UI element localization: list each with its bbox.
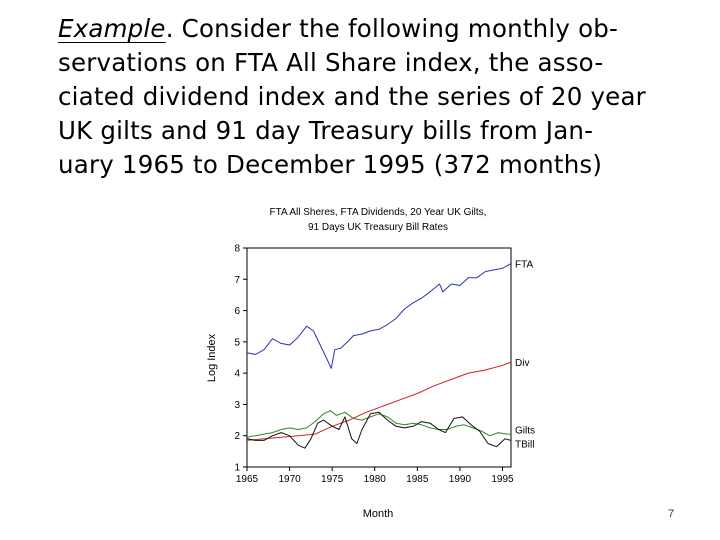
y-axis: 1 2 3 4 5 6 7 8 bbox=[234, 244, 247, 474]
page-number: 7 bbox=[668, 508, 675, 520]
series-labels: FTA Div Gilts TBill bbox=[515, 260, 535, 451]
plot-frame bbox=[246, 247, 512, 468]
y-tick-label: 2 bbox=[234, 431, 240, 442]
x-tick-label: 1975 bbox=[321, 474, 344, 485]
x-tick-label: 1985 bbox=[406, 474, 429, 485]
y-tick-label: 8 bbox=[234, 244, 240, 255]
y-tick-label: 7 bbox=[234, 275, 240, 286]
series-line-div bbox=[246, 361, 512, 441]
intro-line-5: uary 1965 to December 1995 (372 months) bbox=[58, 150, 603, 179]
example-word: Example bbox=[58, 14, 166, 43]
intro-line-1: Example. Consider the following monthly … bbox=[58, 12, 658, 46]
x-tick-label: 1995 bbox=[491, 474, 514, 485]
y-tick-label: 6 bbox=[234, 306, 240, 317]
series-label-tbill: TBill bbox=[515, 440, 534, 451]
intro-line-2: servations on FTA All Share index, the a… bbox=[58, 48, 604, 77]
intro-line-1-rest: . Consider the following monthly ob- bbox=[165, 14, 619, 43]
y-tick-label: 1 bbox=[234, 463, 240, 474]
series-line-gilts bbox=[246, 410, 511, 438]
chart-title: FTA All Sheres, FTA Dividends, 20 Year U… bbox=[270, 207, 487, 218]
x-tick-label: 1990 bbox=[449, 474, 472, 485]
intro-paragraph: Example. Consider the following monthly … bbox=[58, 12, 658, 182]
x-axis: 1965 1970 1975 1980 1985 1990 1995 bbox=[236, 467, 514, 485]
series-label-div: Div bbox=[515, 358, 529, 369]
series-label-fta: FTA bbox=[515, 260, 533, 271]
x-tick-label: 1965 bbox=[236, 474, 259, 485]
y-tick-label: 4 bbox=[234, 369, 240, 380]
y-tick-label: 3 bbox=[234, 400, 240, 411]
series-lines bbox=[246, 263, 512, 449]
chart-subtitle: 91 Days UK Treasury Bill Rates bbox=[308, 222, 448, 233]
x-tick-label: 1970 bbox=[278, 474, 301, 485]
series-label-gilts: Gilts bbox=[515, 425, 535, 436]
x-tick-label: 1980 bbox=[364, 474, 387, 485]
y-axis-label: Log Index bbox=[206, 333, 218, 382]
y-tick-label: 5 bbox=[234, 337, 240, 348]
series-line-fta bbox=[246, 263, 512, 369]
intro-line-3: ciated dividend index and the series of … bbox=[58, 82, 646, 111]
intro-line-4: UK gilts and 91 day Treasury bills from … bbox=[58, 116, 594, 145]
x-axis-label: Month bbox=[363, 508, 394, 520]
series-line-tbill bbox=[246, 411, 512, 449]
